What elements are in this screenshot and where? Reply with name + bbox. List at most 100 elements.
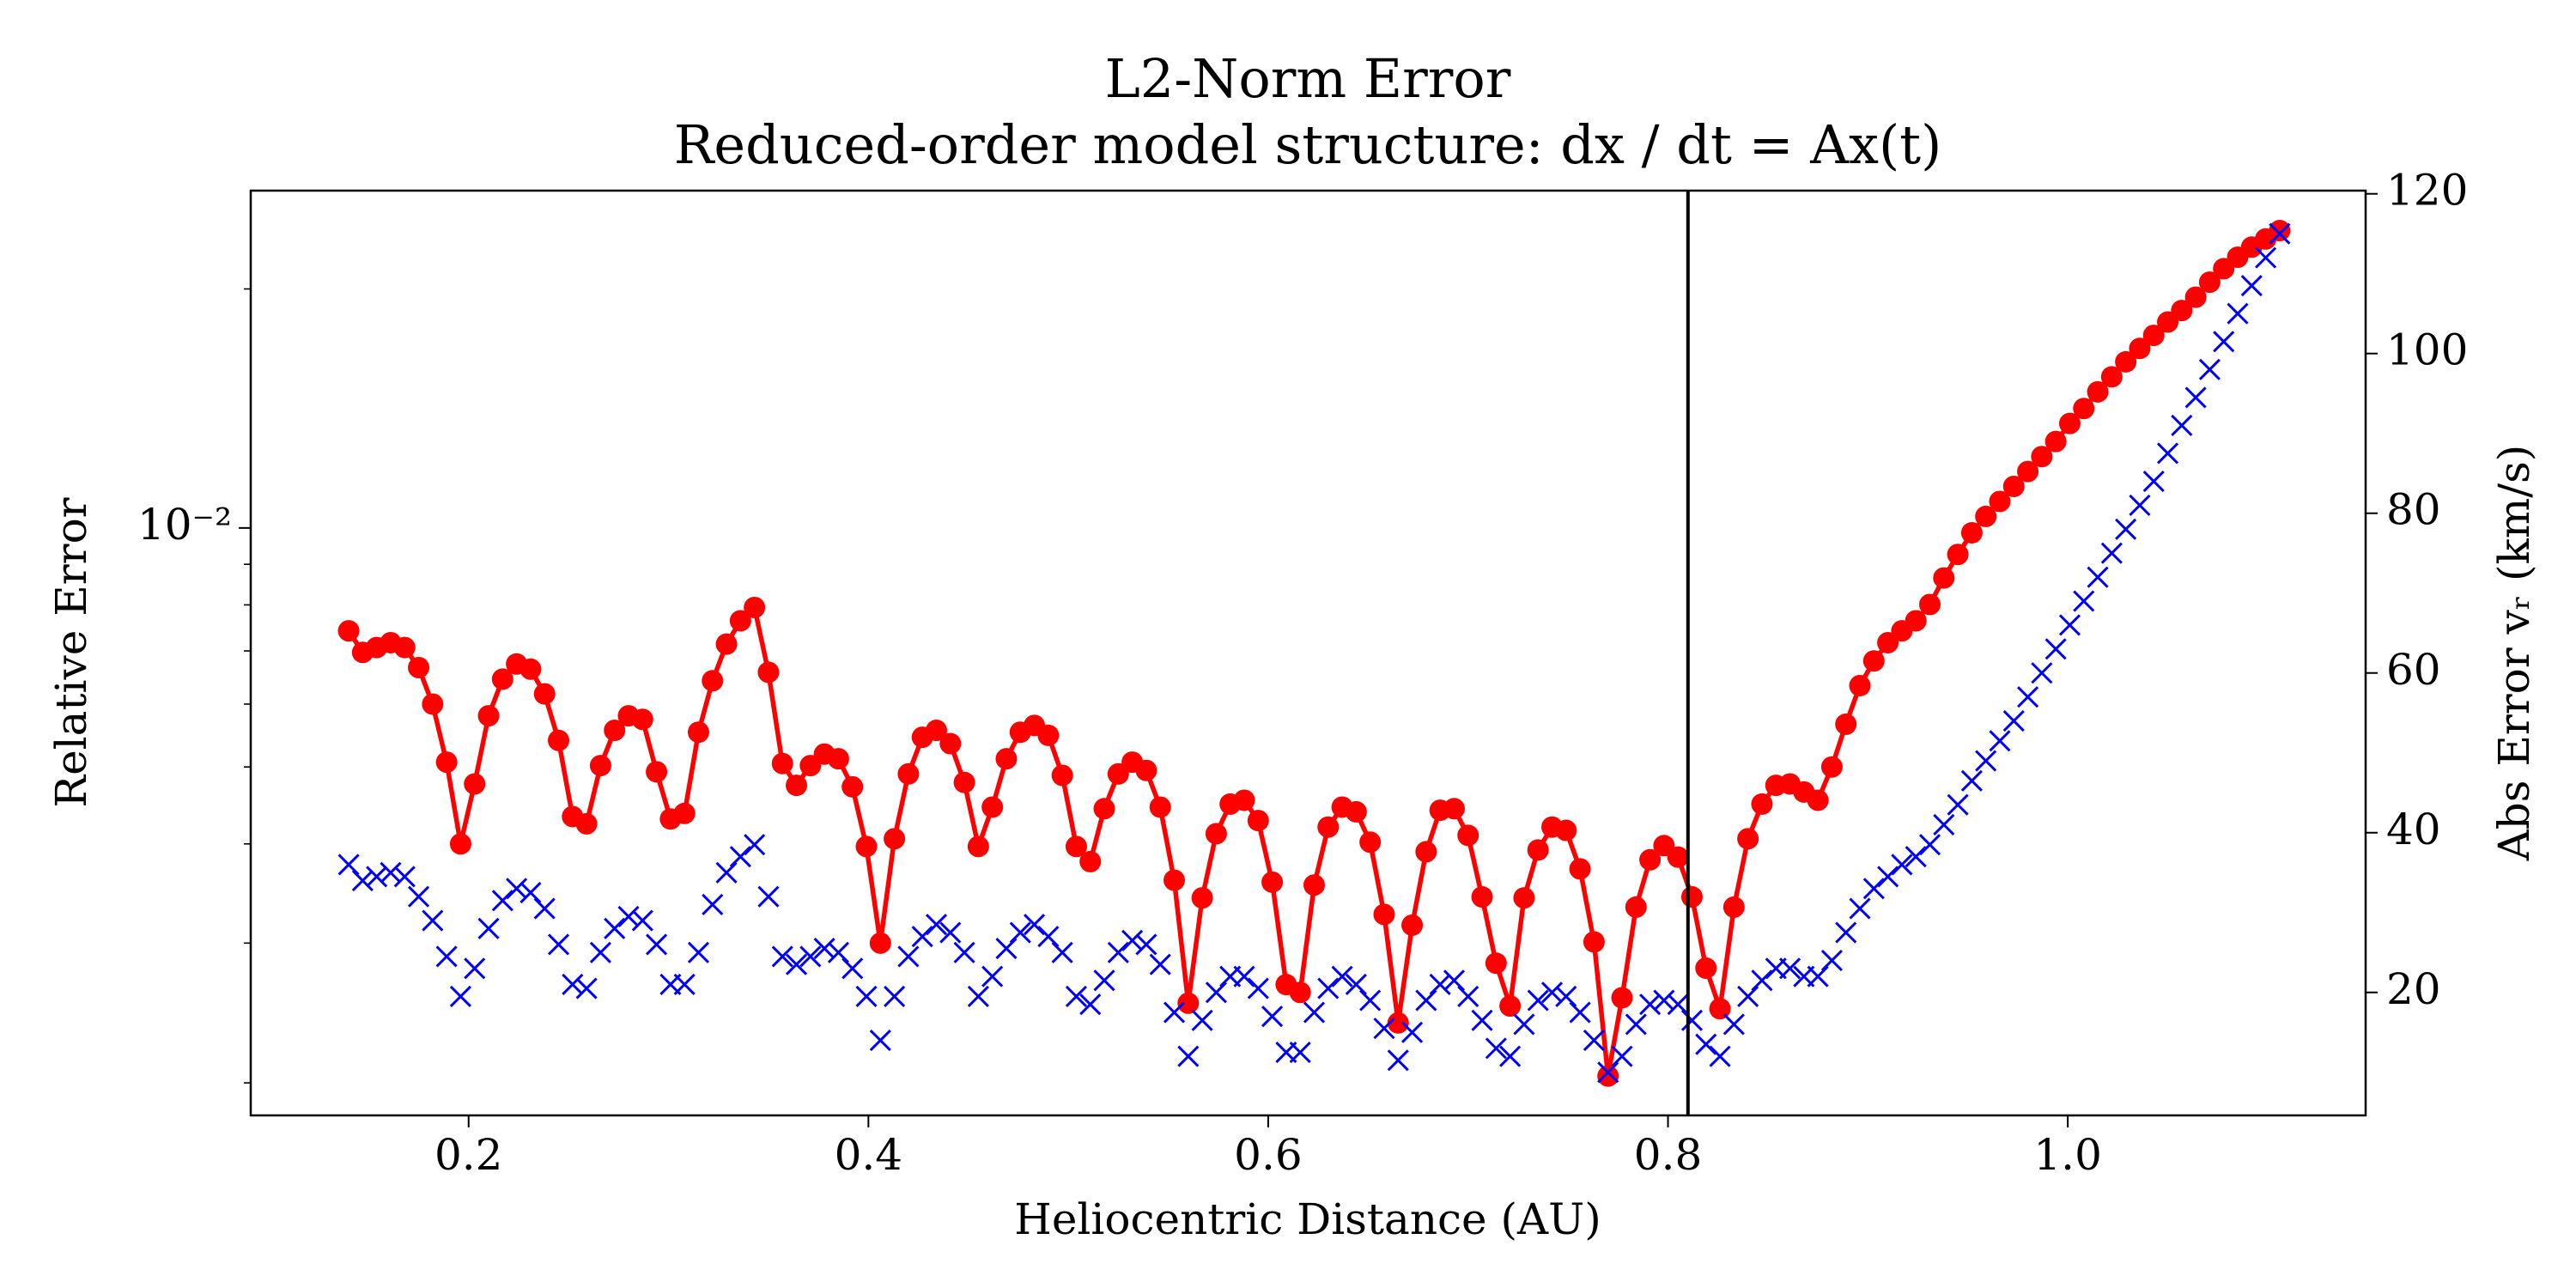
x-marker	[1611, 1045, 1633, 1067]
x-marker	[1877, 866, 1899, 888]
chart-subtitle: Reduced-order model structure: dx / dt =…	[674, 113, 1942, 176]
x-marker	[1093, 969, 1115, 992]
x-marker	[1807, 965, 1829, 987]
x-marker	[1191, 1009, 1213, 1031]
point-marker	[1051, 764, 1073, 787]
point-marker	[2269, 220, 2291, 242]
x-marker	[1051, 941, 1073, 963]
point-marker	[477, 705, 500, 727]
point-marker	[1680, 886, 1703, 908]
point-marker	[1289, 981, 1311, 1004]
x-marker	[1429, 973, 1451, 996]
x-marker	[2227, 302, 2249, 325]
point-marker	[1555, 819, 1577, 841]
y-axis-label: Relative Error	[46, 497, 96, 807]
x-marker	[2213, 331, 2235, 353]
x-marker	[1233, 965, 1255, 987]
x-marker	[533, 897, 556, 920]
point-marker	[1443, 798, 1465, 820]
x-marker	[1261, 1005, 1284, 1028]
point-marker	[925, 720, 947, 742]
point-marker	[673, 802, 696, 824]
x-marker	[1862, 878, 1885, 900]
x-marker	[393, 866, 416, 888]
y2-tick-label: 120	[2386, 166, 2468, 216]
point-marker	[1695, 957, 1717, 979]
x-marker	[1639, 993, 1662, 1016]
point-marker	[1667, 846, 1689, 868]
point-marker	[1485, 952, 1507, 975]
point-marker	[1639, 848, 1662, 871]
point-marker	[1877, 631, 1899, 653]
x-marker	[1135, 933, 1157, 956]
x-marker	[1121, 929, 1144, 951]
point-marker	[1947, 544, 1969, 566]
x-marker	[1443, 969, 1466, 992]
x-marker	[1653, 989, 1675, 1012]
x-marker	[1527, 989, 1549, 1012]
x-marker	[1317, 977, 1340, 999]
point-marker	[1317, 816, 1340, 838]
x-marker	[1009, 921, 1031, 944]
x-marker	[799, 945, 822, 968]
x-marker	[2171, 414, 2193, 436]
point-marker	[1247, 810, 1269, 832]
x-marker	[884, 985, 906, 1007]
x-tick-label: 0.4	[835, 1130, 903, 1180]
x-tick-label: 0.8	[1634, 1130, 1703, 1180]
point-marker	[2044, 430, 2067, 453]
point-marker	[2198, 271, 2221, 294]
x-marker	[380, 861, 402, 884]
point-marker	[2129, 337, 2151, 360]
y2-tick-label: 80	[2386, 485, 2441, 535]
point-marker	[1849, 674, 1871, 696]
x-marker	[1471, 1009, 1493, 1031]
point-marker	[1177, 992, 1200, 1014]
x-marker	[1345, 973, 1367, 996]
point-marker	[757, 661, 780, 683]
point-marker	[1093, 798, 1115, 820]
point-marker	[827, 748, 849, 770]
point-marker	[2002, 475, 2025, 497]
point-marker	[1387, 1012, 1409, 1034]
x-marker	[449, 985, 471, 1007]
x-marker	[2255, 246, 2277, 269]
point-marker	[939, 732, 962, 755]
x-marker	[1569, 1001, 1591, 1024]
point-marker	[1933, 567, 1955, 589]
x-marker	[813, 938, 835, 960]
x-marker	[869, 1030, 891, 1052]
point-marker	[1807, 789, 1829, 811]
point-marker	[715, 633, 738, 655]
series-line	[346, 228, 2281, 1078]
point-marker	[604, 720, 626, 742]
point-marker	[631, 708, 653, 731]
point-marker	[435, 751, 458, 774]
x-marker	[477, 917, 500, 939]
x-marker	[729, 846, 751, 868]
point-marker	[1513, 887, 1535, 909]
point-marker	[2142, 325, 2165, 347]
point-marker	[1037, 724, 1060, 746]
x-marker	[366, 866, 388, 888]
x-marker	[1555, 985, 1577, 1007]
x-marker	[1065, 985, 1088, 1007]
x-tick-label: 1.0	[2033, 1130, 2102, 1180]
point-marker	[2100, 366, 2123, 388]
point-marker	[449, 833, 471, 855]
x-marker	[1513, 1013, 1535, 1036]
x-marker	[1751, 969, 1773, 992]
point-marker	[2017, 460, 2039, 483]
x-marker	[1107, 941, 1129, 963]
x-marker	[1989, 730, 2011, 752]
point-marker	[408, 656, 430, 678]
x-marker	[2156, 442, 2179, 465]
point-marker	[2058, 412, 2081, 434]
x-marker	[575, 977, 598, 999]
point-marker	[1862, 650, 1885, 672]
x-marker	[1373, 1018, 1395, 1040]
x-marker	[422, 909, 444, 932]
x-marker	[2129, 494, 2151, 517]
x-marker	[1597, 1061, 1619, 1084]
x-marker	[1303, 1001, 1326, 1024]
